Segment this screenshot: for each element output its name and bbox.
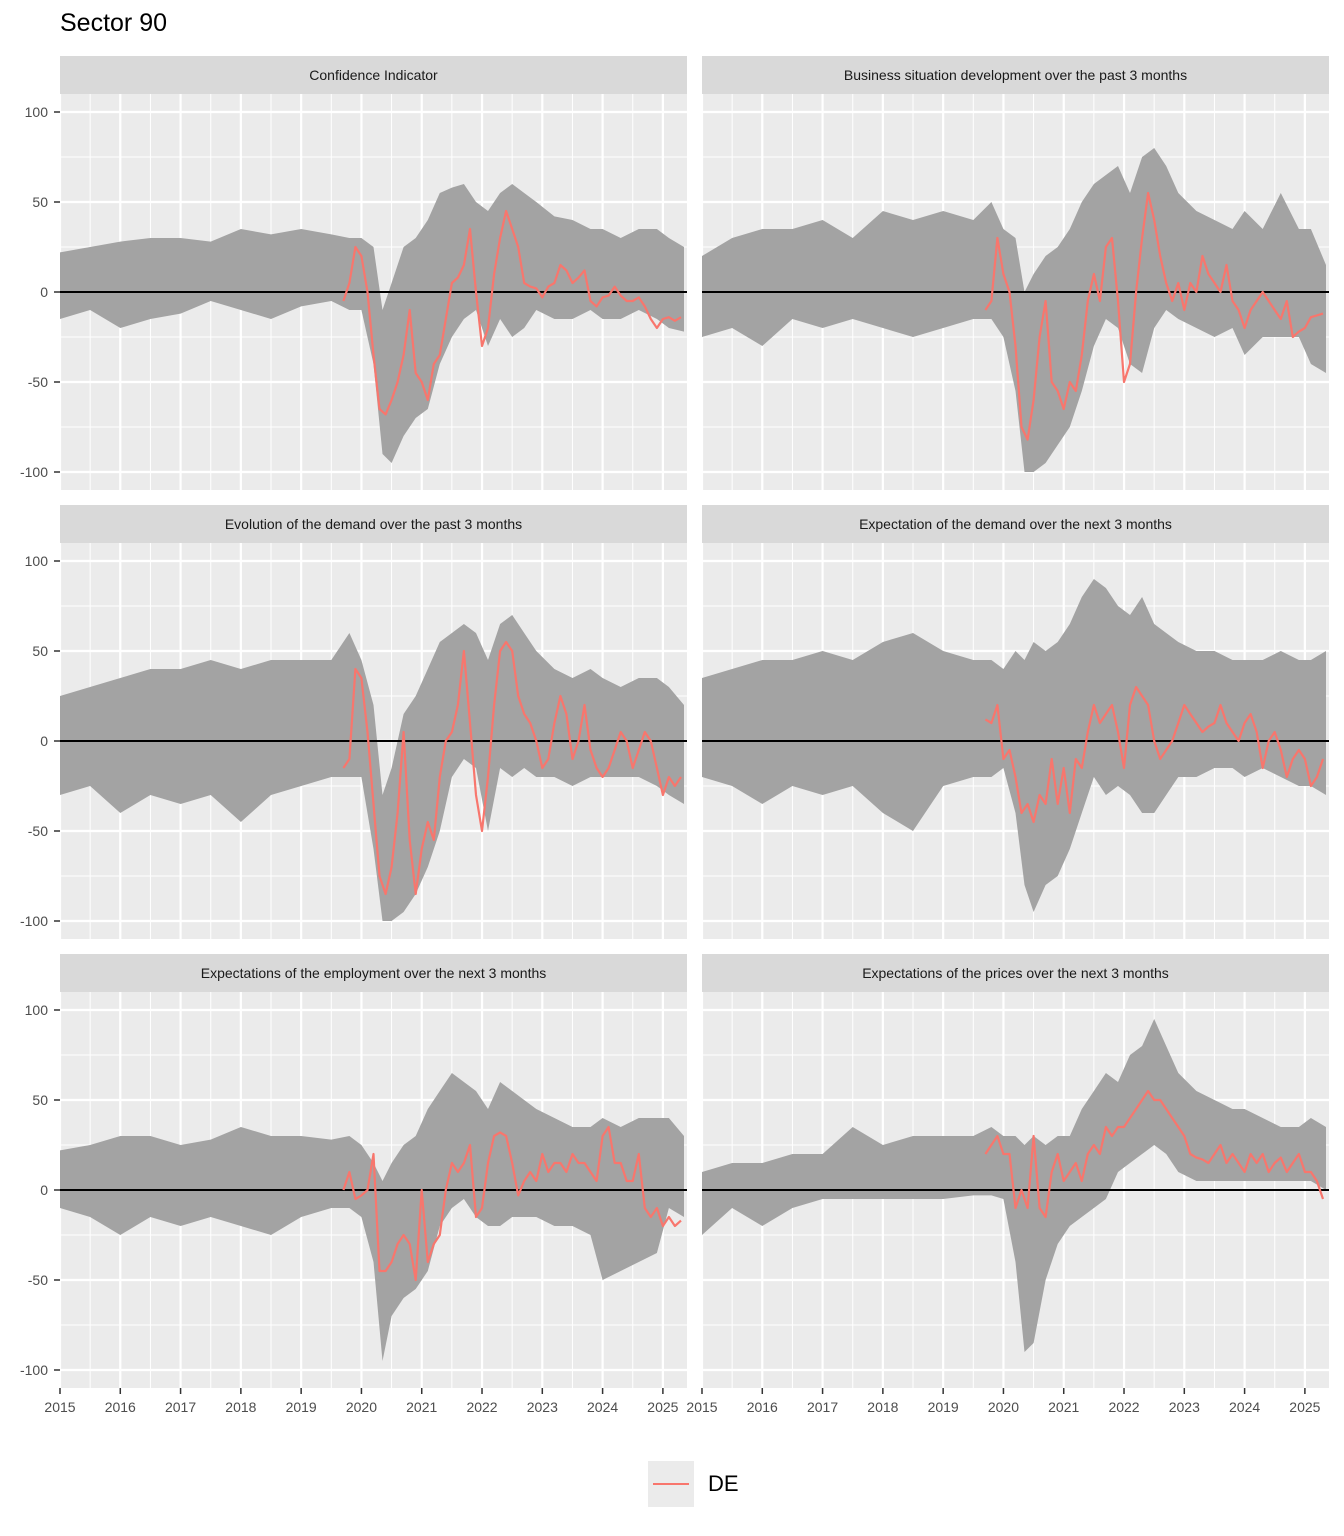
facet-title: Expectation of the demand over the next … [859, 516, 1172, 532]
x-tick-label: 2025 [1289, 1399, 1320, 1415]
series-line-de [342, 209, 682, 416]
x-tick-label: 2017 [807, 1399, 838, 1415]
facet-strip [60, 56, 687, 94]
facet-panel-6: Expectations of the prices over the next… [686, 954, 1329, 1415]
facet-panel-1: Confidence Indicator -100 -50 0 50 100 [20, 56, 687, 490]
facet-strip [702, 954, 1329, 992]
facet-title: Expectations of the prices over the next… [862, 965, 1169, 981]
y-tick-label: 50 [32, 643, 48, 659]
range-band [60, 615, 684, 921]
y-tick-label: 0 [40, 284, 48, 300]
x-tick-label: 2022 [1108, 1399, 1139, 1415]
facet-panel-5: Expectations of the employment over the … [20, 954, 687, 1415]
y-tick-label: 50 [32, 1092, 48, 1108]
x-tick-label: 2018 [867, 1399, 898, 1415]
y-tick-label: 0 [40, 1182, 48, 1198]
y-tick-label: 100 [25, 553, 49, 569]
y-tick-label: 100 [25, 104, 49, 120]
chart-title: Sector 90 [60, 9, 168, 37]
facet-strip [60, 505, 687, 543]
x-tick-label: 2024 [587, 1399, 618, 1415]
x-tick-label: 2017 [165, 1399, 196, 1415]
x-tick-label: 2015 [686, 1399, 717, 1415]
y-tick-label: -100 [20, 913, 48, 929]
series-line-de [984, 1089, 1325, 1219]
facet-panel-2: Business situation development over the … [700, 56, 1329, 490]
facet-title: Business situation development over the … [844, 67, 1187, 83]
facet-strip [60, 954, 687, 992]
x-tick-label: 2016 [105, 1399, 136, 1415]
x-tick-label: 2016 [747, 1399, 778, 1415]
x-tick-label: 2021 [406, 1399, 437, 1415]
series-line-de [342, 640, 682, 896]
y-tick-label: -50 [28, 374, 48, 390]
y-tick-label: 0 [40, 733, 48, 749]
facet-title: Confidence Indicator [309, 67, 438, 83]
facet-strip [702, 56, 1329, 94]
x-tick-label: 2018 [225, 1399, 256, 1415]
x-tick-label: 2020 [346, 1399, 377, 1415]
legend: DE [648, 1461, 739, 1507]
facet-title: Expectations of the employment over the … [201, 965, 547, 981]
y-tick-label: -100 [20, 464, 48, 480]
range-band [702, 148, 1326, 472]
x-tick-label: 2022 [466, 1399, 497, 1415]
x-tick-label: 2021 [1048, 1399, 1079, 1415]
series-line-de [984, 191, 1324, 441]
x-tick-label: 2020 [988, 1399, 1019, 1415]
facet-title: Evolution of the demand over the past 3 … [225, 516, 522, 532]
legend-line [653, 1483, 689, 1485]
y-tick-label: 50 [32, 194, 48, 210]
x-tick-label: 2023 [527, 1399, 558, 1415]
series-line-de [342, 1125, 682, 1282]
y-tick-label: -50 [28, 823, 48, 839]
legend-key [648, 1461, 694, 1507]
range-band [702, 579, 1326, 912]
x-tick-label: 2025 [647, 1399, 678, 1415]
series-line-de [984, 685, 1325, 824]
x-tick-label: 2015 [44, 1399, 75, 1415]
x-tick-label: 2019 [286, 1399, 317, 1415]
facet-panel-3: Evolution of the demand over the past 3 … [20, 505, 687, 939]
y-tick-label: -100 [20, 1362, 48, 1378]
x-tick-label: 2023 [1169, 1399, 1200, 1415]
facet-strip [702, 505, 1329, 543]
range-band [60, 1073, 684, 1361]
facet-panel-4: Expectation of the demand over the next … [700, 505, 1329, 939]
range-band [60, 184, 684, 463]
y-tick-label: -50 [28, 1272, 48, 1288]
legend-label: DE [708, 1471, 739, 1496]
x-tick-label: 2024 [1229, 1399, 1260, 1415]
y-tick-label: 100 [25, 1002, 49, 1018]
x-tick-label: 2019 [928, 1399, 959, 1415]
